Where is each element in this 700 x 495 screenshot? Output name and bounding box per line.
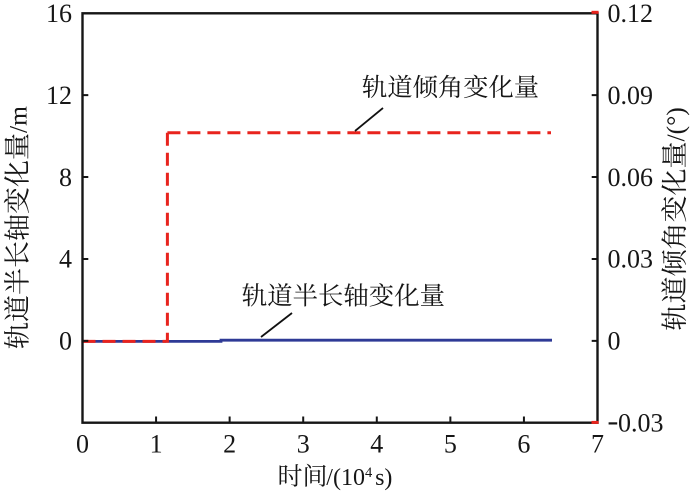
svg-text:12: 12 [46, 81, 72, 110]
svg-text:4: 4 [59, 245, 72, 274]
svg-text:8: 8 [59, 163, 72, 192]
svg-text:16: 16 [46, 0, 72, 28]
svg-text:/m: /m [4, 106, 33, 133]
svg-text:6: 6 [517, 430, 530, 459]
svg-text:2: 2 [223, 430, 236, 459]
svg-text:0.03: 0.03 [618, 409, 664, 438]
svg-text:s): s) [375, 465, 392, 491]
svg-text:7: 7 [591, 430, 604, 459]
svg-text:0.09: 0.09 [608, 81, 654, 110]
svg-text:4: 4 [370, 430, 383, 459]
svg-text:5: 5 [444, 430, 457, 459]
svg-text:/(°): /(°) [661, 107, 690, 141]
svg-text:0.03: 0.03 [608, 245, 654, 274]
svg-text:0: 0 [76, 430, 89, 459]
svg-text:0: 0 [59, 327, 72, 356]
svg-text:0: 0 [608, 327, 621, 356]
svg-text:0.06: 0.06 [608, 163, 654, 192]
svg-text:/(10: /(10 [326, 465, 365, 491]
svg-text:0.12: 0.12 [608, 0, 654, 28]
svg-text:3: 3 [297, 430, 310, 459]
svg-text:1: 1 [150, 430, 163, 459]
svg-text:4: 4 [365, 465, 373, 481]
